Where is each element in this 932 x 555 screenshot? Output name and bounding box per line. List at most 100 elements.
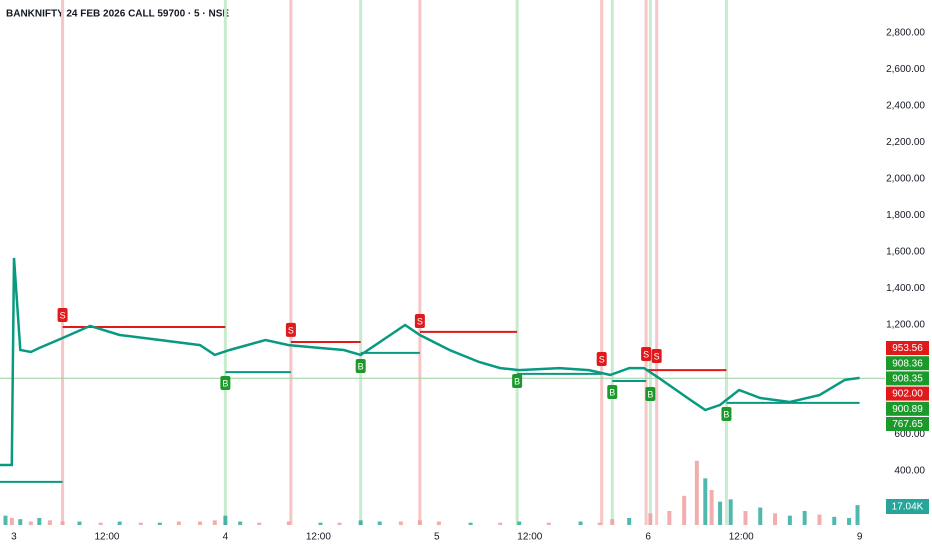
volume-tag-label: 17.04K (892, 502, 924, 513)
volume-bar (212, 520, 217, 525)
volume-bar (546, 522, 551, 525)
volume-bar (682, 495, 687, 525)
price-tag-label: 900.89 (892, 404, 923, 415)
price-line (0, 257, 860, 467)
signal-label: S (288, 325, 294, 335)
volume-bar (18, 519, 23, 525)
volume-bar (498, 522, 503, 525)
y-tick-label: 2,000.00 (886, 174, 925, 185)
y-tick-label: 1,200.00 (886, 320, 925, 331)
volume-bar (758, 507, 763, 525)
volume-bar (694, 460, 699, 525)
signal-badge (641, 347, 652, 362)
volume-bar (718, 501, 723, 525)
price-tag (886, 356, 929, 371)
volume-bar (358, 520, 363, 525)
price-tag-label: 908.35 (892, 374, 923, 385)
volume-bar (627, 518, 632, 525)
volume-bar (138, 522, 143, 525)
signal-badge (414, 313, 425, 328)
price-tag (886, 386, 929, 401)
volume-bar (787, 515, 792, 525)
volume-bar (709, 490, 714, 525)
signal-label: S (60, 310, 66, 320)
volume-bar (223, 515, 228, 525)
volume-bar (117, 521, 122, 525)
volume-bar (238, 521, 243, 525)
volume-bar (817, 514, 822, 525)
price-tag-label: 953.56 (892, 343, 923, 354)
volume-bar (743, 511, 748, 525)
volume-bar (157, 522, 162, 525)
signal-badge (645, 386, 656, 401)
price-tag-label: 767.65 (892, 419, 923, 430)
price-tag (886, 401, 929, 416)
volume-bar (176, 521, 181, 525)
x-tick-label: 12:00 (517, 532, 542, 543)
signal-badge (220, 376, 231, 391)
volume-bar (597, 522, 602, 525)
volume-bar (47, 520, 52, 525)
volume-bar (77, 521, 82, 525)
signal-label: B (647, 389, 653, 399)
volume-bar (610, 519, 615, 525)
volume-bar (773, 513, 778, 525)
signal-badge (512, 374, 523, 389)
signal-badge (355, 359, 366, 374)
volume-bar (468, 522, 473, 525)
x-tick-label: 12:00 (94, 532, 119, 543)
volume-bar (286, 521, 291, 525)
signal-label: B (222, 378, 228, 388)
volume-bar (855, 505, 860, 525)
price-tag (886, 417, 929, 431)
volume-bar (648, 513, 653, 525)
y-tick-label: 1,600.00 (886, 247, 925, 258)
volume-bar (517, 521, 522, 525)
signal-label: S (599, 354, 605, 364)
signal-label: B (723, 409, 729, 419)
signal-label: B (358, 361, 364, 371)
volume-bar (398, 521, 403, 525)
price-tag (886, 341, 929, 355)
volume-bar (847, 518, 852, 525)
signal-badge (285, 322, 296, 337)
signal-badge (607, 384, 618, 399)
price-tag-label: 908.36 (892, 358, 923, 369)
y-tick-label: 400.00 (894, 466, 925, 477)
signal-badge (596, 351, 607, 366)
price-tag-label: 902.00 (892, 389, 923, 400)
chart-title: BANKNIFTY 24 FEB 2026 CALL 59700 · 5 · N… (6, 9, 229, 20)
volume-bar (28, 521, 33, 525)
volume-bar (728, 499, 733, 525)
volume-bar (832, 516, 837, 525)
y-tick-label: 2,400.00 (886, 101, 925, 112)
volume-bar (98, 522, 103, 525)
volume-bar (703, 478, 708, 525)
y-tick-label: 2,200.00 (886, 137, 925, 148)
signal-label: S (417, 316, 423, 326)
signal-label: S (643, 349, 649, 359)
y-tick-label: 2,600.00 (886, 64, 925, 75)
signal-label: S (654, 351, 660, 361)
y-tick-label: 1,400.00 (886, 283, 925, 294)
volume-bar (318, 522, 323, 525)
signal-label: B (514, 376, 520, 386)
y-tick-label: 2,800.00 (886, 28, 925, 39)
price-axis-bg (885, 0, 932, 550)
volume-bar (60, 521, 65, 525)
volume-bar (802, 511, 807, 525)
volume-bar (3, 515, 8, 525)
x-tick-label: 12:00 (306, 532, 331, 543)
x-tick-label: 9 (857, 532, 863, 543)
volume-bar (37, 518, 42, 525)
x-tick-label: 5 (434, 532, 440, 543)
volume-bar (377, 521, 382, 525)
volume-bar (9, 518, 14, 525)
volume-bar (578, 521, 583, 525)
signal-label: B (609, 387, 615, 397)
volume-bar (198, 521, 203, 525)
signal-badge (721, 407, 732, 422)
volume-bar (667, 511, 672, 525)
